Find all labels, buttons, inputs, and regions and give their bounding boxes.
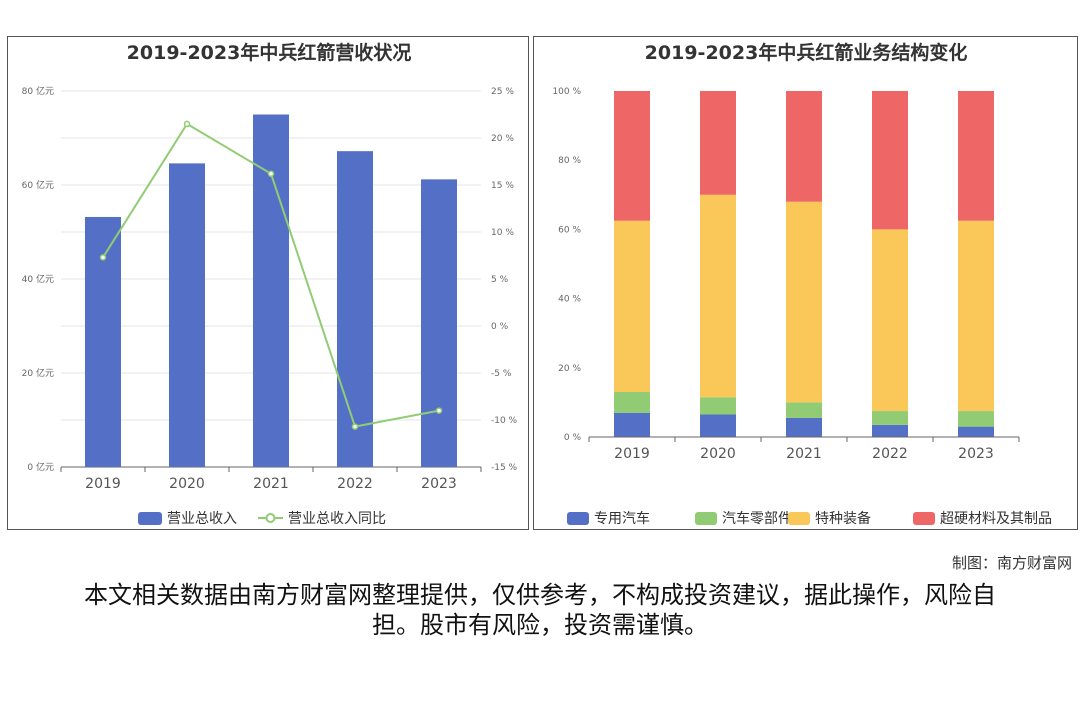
y-axis-tick-label: 20 %: [558, 364, 581, 374]
yoy-point: [183, 120, 191, 128]
x-axis-tick-label: 2022: [872, 446, 908, 462]
stacked-bar-segment: [614, 91, 650, 221]
right-axis-tick-label: 15 %: [491, 181, 514, 191]
stacked-bar-segment: [700, 414, 736, 437]
business-structure-chart: 2019-2023年中兵红箭业务结构变化 0 % 20 % 40 % 60 % 80 % 1…: [552, 41, 1052, 527]
right-axis-tick-label: -5 %: [491, 369, 512, 379]
y-axis-tick-label: 100 %: [552, 87, 581, 97]
stacked-bar-segment: [614, 220, 650, 393]
stacked-bar-segment: [614, 392, 650, 413]
chart-title: 2019-2023年中兵红箭业务结构变化: [645, 41, 968, 64]
legend-label: 汽车零部件: [722, 510, 792, 527]
right-axis-tick-label: 5 %: [491, 275, 509, 285]
chart-title: 2019-2023年中兵红箭营收状况: [127, 41, 412, 64]
yoy-point: [267, 170, 275, 177]
left-axis-tick-label: 60 亿元: [22, 179, 54, 191]
legend-swatch: [788, 512, 810, 525]
y-axis-tick-label: 60 %: [558, 225, 581, 235]
y-axis-tick-label: 40 %: [558, 295, 581, 305]
stacked-bar-segment: [700, 91, 736, 195]
revenue-bar: [169, 163, 205, 467]
x-axis-tick-label: 2021: [253, 476, 289, 492]
x-axis-tick-label: 2020: [700, 446, 736, 462]
yoy-point: [351, 423, 359, 430]
stacked-bar-segment: [700, 397, 736, 415]
right-axis-tick-label: 10 %: [491, 228, 514, 238]
x-axis-tick-label: 2023: [958, 446, 994, 462]
right-axis-tick-label: -10 %: [491, 416, 518, 426]
legend-label: 营业总收入: [167, 511, 237, 527]
y-axis-tick-label: 0 %: [564, 433, 582, 443]
yoy-point: [435, 407, 443, 414]
right-axis-tick-label: -15 %: [491, 463, 518, 473]
x-axis-tick-label: 2021: [786, 446, 822, 462]
x-axis-tick-label: 2022: [337, 476, 373, 492]
stacked-bar-segment: [786, 201, 822, 403]
right-axis-tick-label: 25 %: [491, 87, 514, 97]
legend-label: 超硬材料及其制品: [940, 511, 1052, 527]
stacked-bar-segment: [614, 412, 650, 437]
revenue-chart: 2019-2023年中兵红箭营收状况 -15 % -10 % -5 % 0 % 5 % 10…: [22, 41, 518, 527]
left-axis-tick-label: 0 亿元: [27, 461, 54, 473]
legend-swatch-revenue: [138, 512, 162, 525]
right-axis-tick-label: 0 %: [491, 322, 509, 332]
left-axis-tick-label: 20 亿元: [22, 367, 54, 379]
revenue-bar: [337, 151, 373, 467]
stacked-bar-segment: [958, 411, 994, 427]
legend-swatch: [695, 512, 717, 525]
stacked-bar-segment: [872, 91, 908, 230]
y-axis-tick-label: 80 %: [558, 156, 581, 166]
chart-credit: 制图：南方财富网: [951, 554, 1072, 572]
stacked-bar-segment: [700, 194, 736, 398]
business-structure-chart-panel: 2019-2023年中兵红箭业务结构变化 0 % 20 % 40 % 60 % 80 % 1…: [533, 36, 1078, 530]
stacked-bar-segment: [872, 411, 908, 425]
x-axis-tick-label: 2023: [421, 476, 457, 492]
legend-swatch: [567, 512, 589, 525]
legend-label: 专用汽车: [594, 510, 650, 527]
stacked-bar-segment: [872, 229, 908, 412]
stacked-bar-segment: [958, 91, 994, 221]
stacked-bar-segment: [786, 417, 822, 437]
legend-swatch: [913, 512, 935, 525]
revenue-chart-panel: 2019-2023年中兵红箭营收状况 -15 % -10 % -5 % 0 % 5 % 10…: [7, 36, 529, 530]
revenue-bar: [421, 179, 457, 468]
legend-label: 营业总收入同比: [288, 511, 386, 527]
left-axis-tick-label: 80 亿元: [22, 85, 54, 97]
stacked-bar-segment: [786, 402, 822, 418]
x-axis-tick-label: 2019: [85, 476, 121, 492]
x-axis-tick-label: 2020: [169, 476, 205, 492]
right-axis-tick-label: 20 %: [491, 134, 514, 144]
disclaimer-text: 本文相关数据由南方财富网整理提供，仅供参考，不构成投资建议，据此操作，风险自担。…: [84, 581, 996, 639]
stacked-bar-segment: [958, 220, 994, 412]
yoy-point: [99, 254, 107, 261]
legend-swatch-yoy-point: [265, 513, 276, 523]
stacked-bar-segment: [958, 426, 994, 437]
x-axis-tick-label: 2019: [614, 446, 650, 462]
left-axis-tick-label: 40 亿元: [22, 273, 54, 285]
legend-label: 特种装备: [815, 510, 871, 527]
stacked-bar-segment: [872, 424, 908, 437]
stacked-bar-segment: [786, 91, 822, 202]
